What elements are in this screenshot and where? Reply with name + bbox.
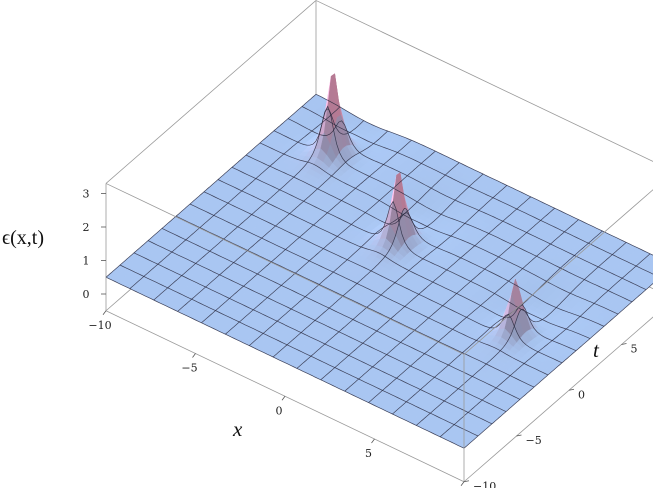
t-tick-label: 5	[631, 343, 638, 356]
mesh-line	[439, 253, 651, 438]
mesh-line	[296, 185, 508, 369]
mesh-line	[225, 150, 436, 335]
box-edge	[315, 0, 653, 162]
mesh-line	[133, 252, 493, 425]
x-tick-label: 5	[365, 447, 372, 460]
x-tick-label: 0	[276, 404, 283, 417]
mesh-line	[147, 240, 507, 412]
x-tick	[281, 396, 286, 401]
t-tick-label: 0	[578, 388, 585, 401]
mesh-line	[259, 142, 619, 315]
mesh-line	[189, 203, 549, 376]
mesh-line	[301, 106, 653, 275]
mesh-line	[315, 93, 653, 256]
box-edge	[105, 0, 317, 184]
mesh-line	[287, 118, 647, 290]
mesh-line	[217, 179, 577, 352]
mesh-line	[201, 139, 412, 324]
mesh-line	[105, 276, 465, 449]
t-tick	[568, 388, 575, 391]
x-tick	[371, 438, 375, 444]
x-axis-label: x	[232, 417, 243, 441]
mesh-line	[248, 162, 460, 346]
t-tick	[621, 343, 627, 345]
mesh-line	[203, 191, 563, 364]
mesh-line	[320, 196, 532, 381]
mesh-line	[463, 283, 653, 449]
box-edge	[463, 189, 653, 355]
surface-mesh	[105, 73, 653, 449]
x-tick	[192, 353, 196, 358]
mesh-line	[344, 207, 555, 392]
box-edge	[105, 183, 465, 355]
mesh-line	[231, 166, 591, 339]
t-tick-label: −5	[526, 434, 542, 447]
mesh-line	[245, 154, 605, 327]
z-axis-label: ϵ(x,t)	[2, 227, 44, 249]
mesh-line	[177, 130, 388, 312]
mesh-line	[272, 173, 484, 358]
mesh-line	[368, 219, 579, 403]
x-tick	[102, 310, 107, 315]
mesh-line	[416, 242, 627, 426]
z-tick-label: 1	[83, 255, 90, 268]
mesh-line	[392, 230, 603, 415]
z-tick-label: 2	[83, 221, 90, 234]
mesh-line	[273, 105, 633, 303]
t-tick	[516, 434, 522, 437]
surface-patch	[648, 259, 653, 265]
mesh-line	[105, 94, 317, 278]
axes: −10−50510−10−505100123	[83, 188, 638, 488]
z-tick-label: 3	[83, 188, 90, 201]
z-tick-label: 0	[83, 288, 90, 301]
x-tick-label: −10	[88, 319, 111, 332]
mesh-line	[119, 264, 479, 437]
x-tick	[460, 481, 465, 486]
mesh-line	[161, 228, 521, 400]
t-tick-label: −10	[473, 480, 496, 488]
mesh-line	[175, 215, 535, 388]
t-axis-label: t	[593, 338, 600, 362]
x-tick-label: −5	[181, 362, 197, 375]
t-tick	[463, 480, 470, 483]
mesh-line	[129, 106, 341, 289]
